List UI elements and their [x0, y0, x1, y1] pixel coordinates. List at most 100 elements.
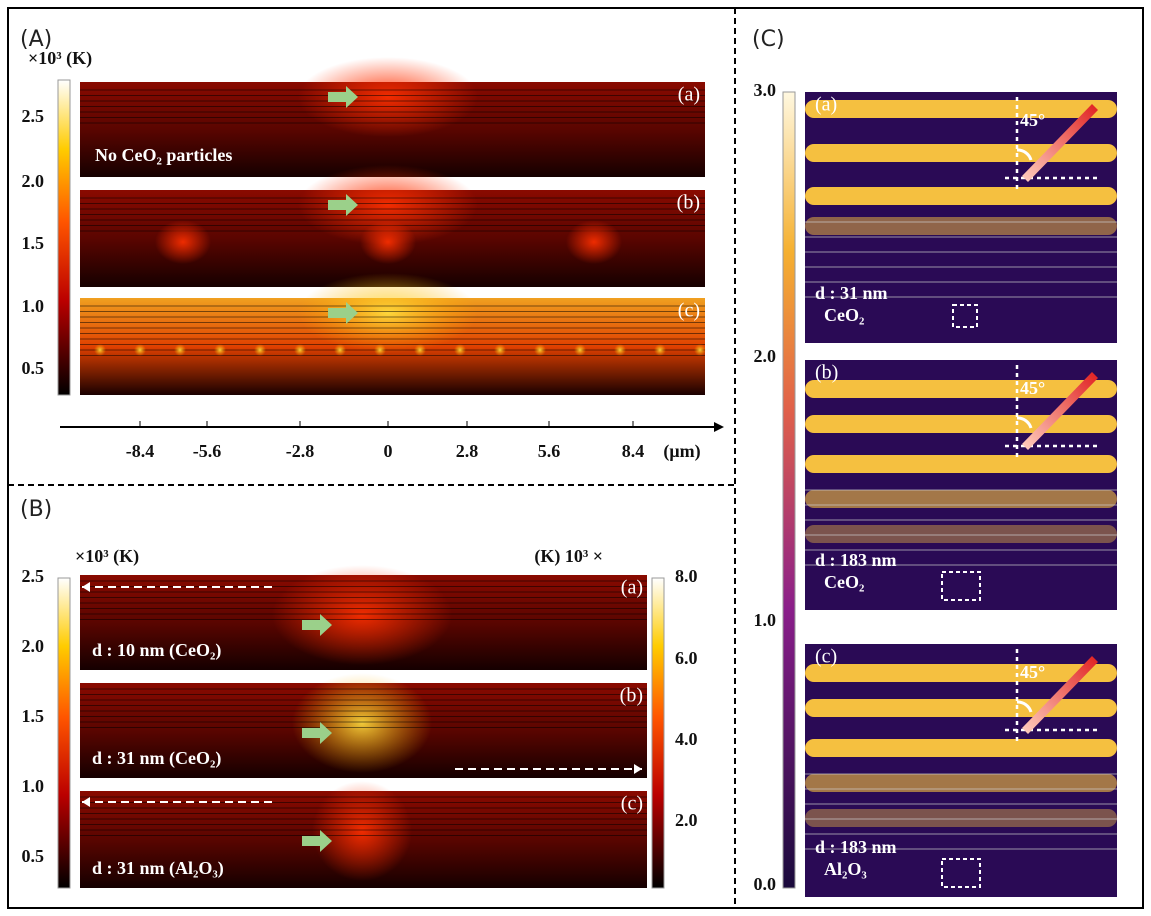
hot-spot	[155, 220, 211, 264]
particle-box	[952, 304, 978, 328]
tick-label: 1.0	[22, 296, 45, 316]
arrow-icon	[302, 722, 332, 744]
particle	[214, 344, 226, 356]
frame	[7, 7, 1144, 909]
tick-label: -8.4	[126, 441, 155, 461]
tick-label: 5.6	[538, 441, 561, 461]
image-caption: d : 31 nm	[815, 283, 888, 303]
tick-label: 2.5	[22, 106, 45, 126]
particle-box	[941, 571, 981, 601]
angle-arc	[1016, 148, 1033, 161]
tick-label: 2.0	[754, 346, 777, 366]
field-band	[805, 187, 1117, 205]
colorbar	[57, 79, 71, 396]
panel-label: (C)	[752, 27, 785, 52]
colorbar-unit: (K) 10³ ×	[534, 546, 603, 567]
particle	[374, 344, 386, 356]
content: (A)×10³ (K)2.52.01.51.00.5(a)(b)(c)No Ce…	[20, 27, 1117, 897]
tick-label: -2.8	[286, 441, 315, 461]
particle	[574, 344, 586, 356]
particle	[94, 344, 106, 356]
image-caption: d : 31 nm (CeO₂)	[92, 748, 221, 769]
colorbar-unit: ×10³ (K)	[75, 546, 139, 567]
particle-box	[941, 858, 981, 888]
tick-label: 8.4	[622, 441, 645, 461]
beam	[1022, 656, 1098, 734]
tick-label: 2.0	[22, 636, 45, 656]
particle	[134, 344, 146, 356]
particle	[414, 344, 426, 356]
tick-label: 4.0	[675, 729, 698, 749]
tick-label: 2.5	[22, 566, 45, 586]
arrow-icon	[302, 830, 332, 852]
beam	[1022, 104, 1098, 182]
image-caption: CeO₂	[824, 572, 864, 592]
angle-arc	[1016, 700, 1033, 713]
field-band	[805, 809, 1117, 827]
tick-label: 0	[384, 441, 393, 461]
arrow-head	[82, 582, 90, 592]
arrow-icon	[328, 302, 358, 324]
axis-unit: (μm)	[663, 441, 700, 462]
field-band	[805, 415, 1117, 433]
image-caption: No CeO₂ particles	[95, 145, 232, 165]
field-band	[805, 100, 1117, 118]
axis-arrow	[714, 422, 724, 432]
angle-arc	[1016, 416, 1033, 429]
particle	[654, 344, 666, 356]
field-band	[805, 455, 1117, 473]
image-label: (a)	[621, 577, 643, 599]
particle	[494, 344, 506, 356]
angle-label: 45°	[1020, 110, 1045, 130]
field-band	[805, 380, 1117, 398]
tick-label: 0.5	[22, 846, 45, 866]
arrow-icon	[328, 86, 358, 108]
particle	[534, 344, 546, 356]
tick-label: 0.0	[754, 874, 777, 894]
image-label: (a)	[678, 84, 700, 106]
tick-label: 6.0	[675, 648, 698, 668]
hot-spot	[298, 273, 478, 353]
field-band	[805, 774, 1117, 792]
image-caption: d : 183 nm	[815, 837, 897, 857]
image-label: (a)	[815, 94, 837, 116]
hot-spot	[292, 673, 432, 773]
image-caption: d : 31 nm (Al₂O₃)	[92, 858, 224, 879]
hot-spot	[272, 565, 452, 665]
tick-label: 1.0	[754, 610, 777, 630]
tick-label: 2.0	[22, 171, 45, 191]
angle-label: 45°	[1020, 662, 1045, 682]
arrow-head	[82, 797, 90, 807]
field-band	[805, 525, 1117, 543]
tick-label: 8.0	[675, 566, 698, 586]
colorbar	[782, 91, 796, 889]
hot-spot	[312, 781, 412, 881]
tick-label: 2.0	[675, 810, 698, 830]
particle	[334, 344, 346, 356]
tick-label: 0.5	[22, 358, 45, 378]
particle	[294, 344, 306, 356]
field-band	[805, 490, 1117, 508]
colorbar	[57, 577, 71, 889]
angle-label: 45°	[1020, 378, 1045, 398]
field-band	[805, 144, 1117, 162]
field-band	[805, 664, 1117, 682]
particle	[254, 344, 266, 356]
image-label: (b)	[620, 685, 643, 707]
arrow-icon	[328, 194, 358, 216]
image-label: (c)	[621, 793, 643, 815]
colorbar	[651, 577, 665, 889]
image-caption: d : 183 nm	[815, 550, 897, 570]
colorbar-unit: ×10³ (K)	[28, 48, 92, 69]
particle	[614, 344, 626, 356]
image-caption: Al₂O₃	[824, 859, 867, 879]
image-label: (c)	[815, 646, 837, 668]
beam	[1022, 372, 1098, 450]
panel-label: (B)	[20, 497, 52, 522]
tick-label: 1.5	[22, 233, 45, 253]
image-label: (b)	[815, 362, 838, 384]
tick-label: -5.6	[193, 441, 222, 461]
hot-spot	[360, 220, 416, 264]
tick-label: 1.0	[22, 776, 45, 796]
